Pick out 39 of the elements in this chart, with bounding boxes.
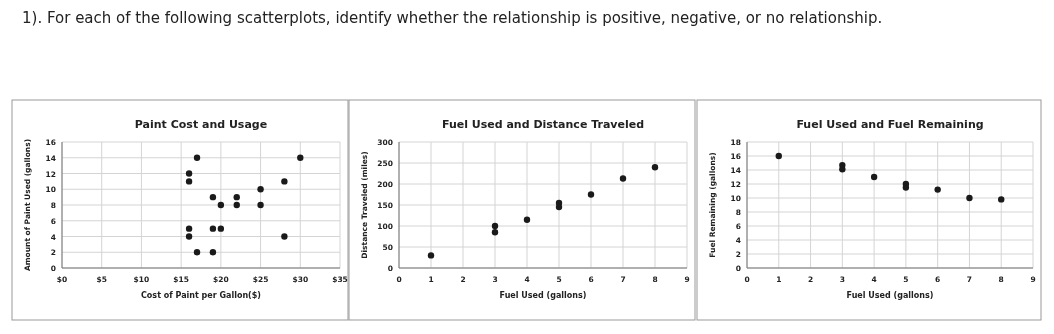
- point: [587, 191, 595, 198]
- point: [491, 222, 499, 230]
- point: [966, 194, 973, 202]
- point: [209, 193, 217, 201]
- point: [870, 173, 878, 181]
- point: [902, 184, 910, 191]
- point: [185, 233, 193, 240]
- point: [209, 225, 217, 232]
- point: [934, 186, 941, 193]
- chart-title: Paint Cost and Usage: [134, 118, 268, 131]
- point: [619, 175, 627, 182]
- point: [193, 154, 201, 161]
- point: [217, 201, 225, 209]
- point: [257, 186, 264, 193]
- point: [775, 152, 782, 160]
- point: [297, 154, 304, 161]
- point: [209, 249, 217, 256]
- chart-title: Fuel Used and Fuel Remaining: [796, 118, 984, 131]
- text: 1). For each of the following scatterplots, identify whether the relationship is positive, negative, or no relationship.: [22, 8, 884, 28]
- point: [233, 201, 240, 209]
- point: [281, 233, 288, 240]
- x-axis-title: Fuel Used (gallons): [499, 291, 587, 300]
- point: [217, 225, 225, 232]
- point: [491, 229, 499, 236]
- x-axis-title: Fuel Used (gallons): [846, 291, 934, 300]
- point: [193, 249, 201, 256]
- point: [651, 164, 659, 171]
- point: [523, 216, 531, 223]
- point: [427, 252, 435, 259]
- point: [233, 193, 240, 201]
- x-axis-title: Cost of Paint per Gallon($): [141, 291, 261, 300]
- point: [281, 178, 288, 185]
- point: [257, 201, 264, 209]
- chart-title: Fuel Used and Distance Traveled: [441, 118, 645, 131]
- point: [998, 196, 1005, 203]
- point: [185, 170, 193, 177]
- point: [839, 166, 846, 173]
- point: [185, 225, 193, 232]
- point: [185, 178, 193, 185]
